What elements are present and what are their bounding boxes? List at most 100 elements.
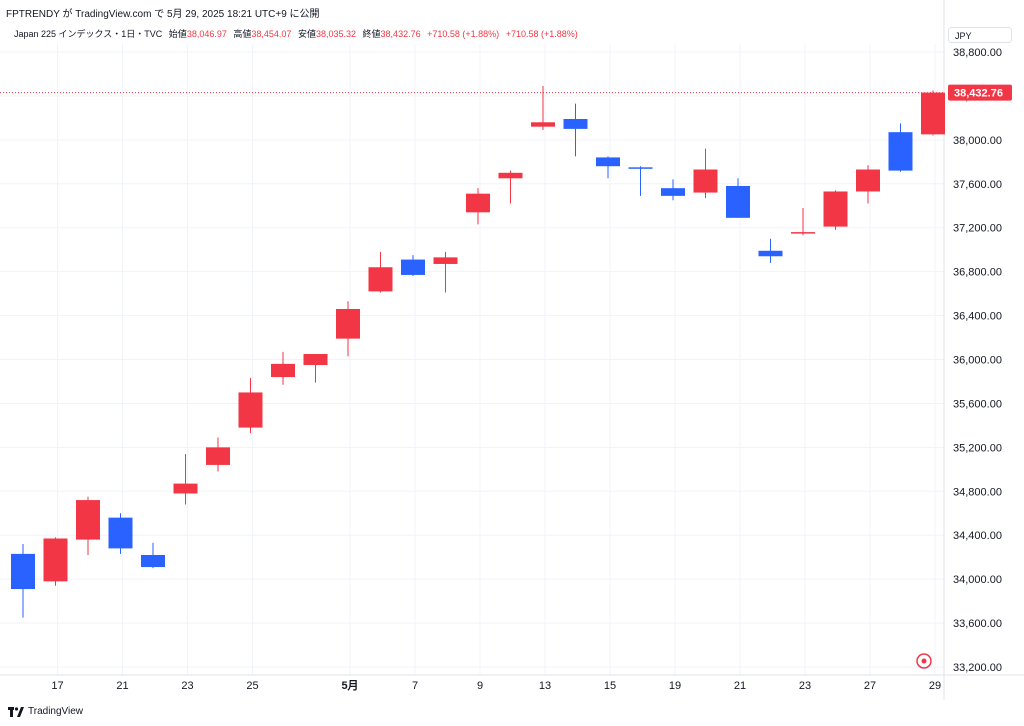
candle-body xyxy=(336,308,360,339)
candle-down xyxy=(628,166,653,196)
y-tick-label: 36,400.00 xyxy=(953,311,1002,323)
publisher-line: FPTRENDY が TradingView.com で 5月 29, 2025… xyxy=(6,9,320,20)
close-value: 38,432.76 xyxy=(380,29,421,39)
x-tick-label: 25 xyxy=(246,680,258,692)
y-tick-label: 34,000.00 xyxy=(953,574,1002,586)
candle-down xyxy=(141,542,165,569)
candle-body xyxy=(921,92,945,135)
open-value: 38,046.97 xyxy=(186,29,227,39)
last-price-label: 38,432.76 xyxy=(954,88,1003,100)
footer-brand-text: TradingView xyxy=(28,706,84,717)
candle-body xyxy=(238,392,263,428)
candle-up xyxy=(43,537,68,586)
candle-up xyxy=(823,190,848,230)
candle-body xyxy=(661,188,685,196)
x-axis-labels: 17 21 23 25 5月 7 9 13 15 19 21 23 27 29 xyxy=(51,679,941,692)
candle-body xyxy=(693,169,718,193)
candle-body xyxy=(303,354,328,365)
candle-body xyxy=(271,363,295,378)
footer-branding: TradingView xyxy=(8,706,83,717)
candle-up xyxy=(336,301,360,357)
high-label: 高値 xyxy=(233,29,252,39)
candle-body xyxy=(498,172,523,179)
candle-down xyxy=(888,123,913,172)
candle-down xyxy=(563,103,588,157)
x-tick-label: 23 xyxy=(799,680,811,692)
x-tick-label: 29 xyxy=(929,680,941,692)
candle-body xyxy=(758,250,783,257)
x-tick-label: 13 xyxy=(539,680,551,692)
target-icon[interactable] xyxy=(916,653,932,669)
candles xyxy=(11,86,945,618)
y-tick-label: 33,200.00 xyxy=(953,662,1002,674)
candle-down xyxy=(401,255,425,277)
x-tick-label: 5月 xyxy=(341,679,358,692)
candle-down xyxy=(108,513,133,554)
candle-body xyxy=(368,267,393,292)
candle-down xyxy=(726,178,750,218)
low-label: 安値 xyxy=(297,29,316,39)
candle-down xyxy=(11,544,35,618)
candle-up xyxy=(466,188,490,225)
candle-up xyxy=(368,251,393,293)
candle-body xyxy=(596,157,620,167)
candle-body xyxy=(206,447,230,465)
y-tick-label: 37,600.00 xyxy=(953,179,1002,191)
candle-body xyxy=(43,538,68,582)
candle-body xyxy=(173,483,198,494)
x-tick-label: 23 xyxy=(181,680,193,692)
y-tick-label: 37,200.00 xyxy=(953,223,1002,235)
candle-body xyxy=(108,517,133,549)
candle-up xyxy=(531,86,555,130)
candle-down xyxy=(661,179,685,201)
x-tick-label: 19 xyxy=(669,680,681,692)
currency-selector[interactable]: JPY xyxy=(948,27,1012,43)
y-tick-label: 36,000.00 xyxy=(953,355,1002,367)
candle-up xyxy=(76,496,100,555)
symbol-info: Japan 225 インデックス・1日・TVC 始値38,046.97 高値38… xyxy=(14,27,578,40)
change-value: +710.58 (+1.88%) xyxy=(427,29,500,39)
candle-up xyxy=(271,351,295,385)
y-tick-label: 34,800.00 xyxy=(953,486,1002,498)
low-value: 38,035.32 xyxy=(315,29,357,39)
candle-body xyxy=(856,169,880,192)
candle-up xyxy=(498,170,523,204)
candle-up xyxy=(206,437,230,472)
last-price-tag: 38,432.76 xyxy=(948,84,1012,101)
candle-up xyxy=(303,354,328,383)
candle-body xyxy=(888,132,913,171)
candle-body xyxy=(823,191,848,227)
candle-body xyxy=(531,122,555,127)
close-label: 終値 xyxy=(362,29,381,39)
candle-up xyxy=(693,148,718,199)
candle-down xyxy=(596,156,620,179)
y-tick-label: 38,800.00 xyxy=(953,47,1002,59)
candle-body xyxy=(466,193,490,213)
x-tick-label: 17 xyxy=(51,680,63,692)
high-value: 38,454.07 xyxy=(251,29,292,39)
candle-down xyxy=(758,238,783,263)
x-tick-label: 9 xyxy=(477,680,483,692)
candle-body xyxy=(11,553,35,590)
x-tick-label: 21 xyxy=(116,680,128,692)
candle-body xyxy=(433,257,458,264)
change-value-2: +710.58 (+1.88%) xyxy=(505,29,578,39)
candle-up xyxy=(791,207,815,236)
candle-up xyxy=(238,378,263,434)
chart-grid xyxy=(0,44,944,675)
y-tick-label: 35,600.00 xyxy=(953,398,1002,410)
x-tick-label: 7 xyxy=(412,680,418,692)
y-axis-labels: 33,200.00 33,600.00 34,000.00 34,400.00 34,8… xyxy=(953,47,1002,674)
candle-body xyxy=(563,118,588,129)
tradingview-logo-icon xyxy=(8,706,24,717)
candle-up xyxy=(921,90,945,136)
candle-up xyxy=(173,453,198,505)
x-tick-label: 15 xyxy=(604,680,616,692)
x-tick-label: 27 xyxy=(864,680,876,692)
y-tick-label: 36,800.00 xyxy=(953,267,1002,279)
candle-body xyxy=(791,232,815,234)
candle-up xyxy=(856,165,880,204)
y-tick-label: 34,400.00 xyxy=(953,530,1002,542)
candle-body xyxy=(726,185,750,218)
